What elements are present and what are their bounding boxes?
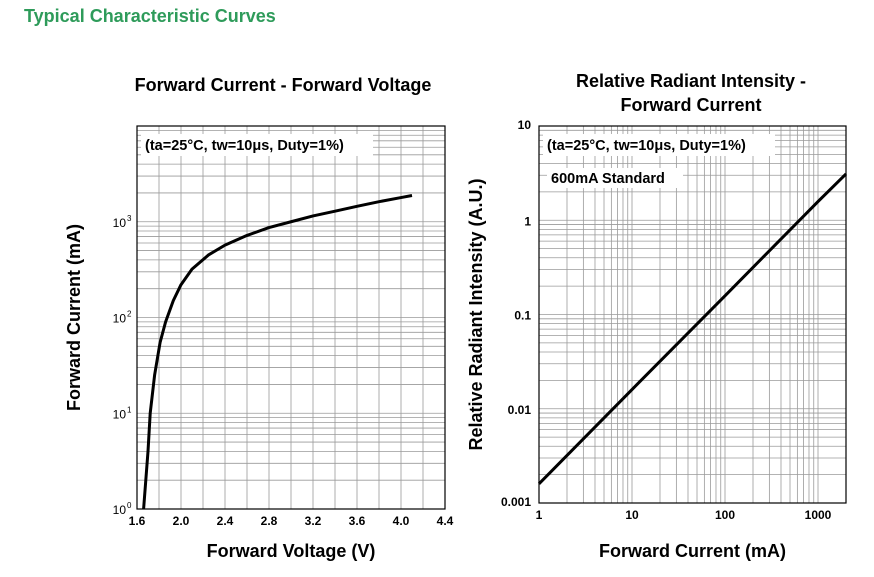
chart-2: Relative Radiant Intensity - Forward Curr…	[466, 71, 848, 561]
y-tick-label-base: 10	[113, 503, 127, 517]
y-tick-label: 0.001	[501, 495, 531, 509]
y-tick-label: 1	[524, 214, 531, 228]
grid-lines	[539, 126, 846, 503]
series-line	[537, 172, 848, 485]
y-tick-label: 0.1	[514, 309, 531, 323]
chart-title: Forward Current - Forward Voltage	[135, 75, 432, 95]
standard-annotation: 600mA Standard	[551, 171, 665, 187]
x-tick-label: 3.2	[305, 514, 322, 528]
y-tick-label-exponent: 3	[127, 214, 132, 223]
y-tick-label: 0.01	[508, 403, 532, 417]
x-tick-label: 4.4	[437, 514, 454, 528]
annotation-background	[141, 134, 373, 156]
grid-lines	[137, 126, 445, 509]
annotation-background	[543, 134, 775, 156]
y-tick-label-exponent: 2	[127, 310, 132, 319]
y-tick-label: 10 1	[113, 405, 132, 421]
chart-1: Forward Current - Forward Voltage (ta=25°…	[64, 75, 454, 561]
conditions-annotation: (ta=25°C, tw=10μs, Duty=1%)	[145, 138, 344, 154]
y-tick-label: 10 0	[113, 501, 132, 517]
x-tick-label: 3.6	[349, 514, 366, 528]
x-tick-label: 4.0	[393, 514, 410, 528]
y-axis-label: Relative Radiant Intensity (A.U.)	[466, 178, 486, 450]
x-tick-label: 2.4	[217, 514, 234, 528]
x-axis-label: Forward Voltage (V)	[207, 541, 376, 561]
y-tick-label: 10	[518, 118, 532, 132]
page-title: Typical Characteristic Curves	[24, 6, 276, 26]
plot-frame	[136, 125, 446, 510]
series-line	[142, 194, 413, 510]
x-tick-label: 1	[536, 508, 543, 522]
x-axis-label: Forward Current (mA)	[599, 541, 786, 561]
x-tick-label: 2.0	[173, 514, 190, 528]
x-tick-label: 2.8	[261, 514, 278, 528]
chart-title-line: Relative Radiant Intensity -	[576, 71, 806, 91]
y-tick-label: 10 3	[113, 214, 132, 230]
y-tick-label-exponent: 0	[127, 501, 132, 510]
x-tick-label: 100	[715, 508, 735, 522]
y-tick-label-exponent: 1	[127, 405, 132, 414]
y-tick-label-base: 10	[113, 407, 127, 421]
plot-frame	[538, 125, 847, 504]
y-tick-label-base: 10	[113, 216, 127, 230]
y-axis-label: Forward Current (mA)	[64, 224, 84, 411]
x-tick-label: 1000	[805, 508, 832, 522]
conditions-annotation: (ta=25°C, tw=10μs, Duty=1%)	[547, 138, 746, 154]
annotation-background	[547, 168, 683, 188]
x-tick-label: 1.6	[129, 514, 146, 528]
chart-title-line: Forward Current	[620, 95, 761, 115]
x-tick-label: 10	[625, 508, 639, 522]
y-tick-label-base: 10	[113, 312, 127, 326]
y-tick-label: 10 2	[113, 310, 132, 326]
